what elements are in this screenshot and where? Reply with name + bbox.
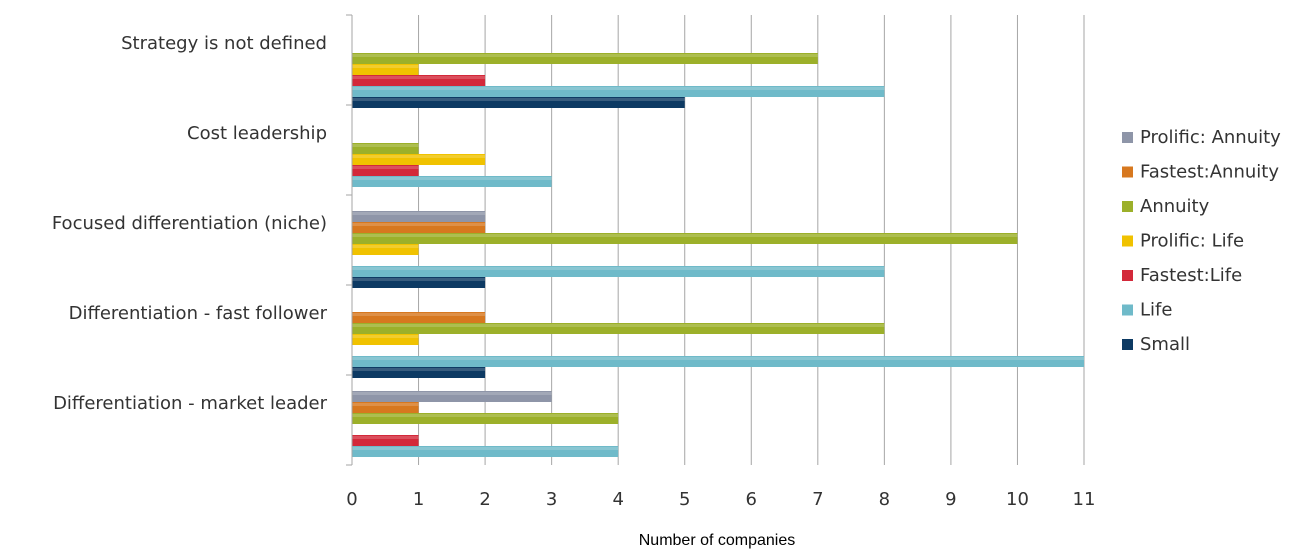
- legend-swatch: [1122, 166, 1133, 178]
- bar-highlight: [352, 324, 885, 327]
- x-tick-label: 4: [612, 489, 623, 510]
- bar-highlight: [352, 414, 619, 417]
- category-label: Cost leadership: [187, 123, 327, 144]
- legend-swatch: [1122, 304, 1133, 316]
- x-tick-label: 5: [679, 489, 690, 510]
- x-tick-label: 2: [479, 489, 490, 510]
- bar: [352, 391, 552, 402]
- bar-highlight: [352, 177, 552, 180]
- bar-highlight: [352, 335, 419, 338]
- bar: [352, 75, 486, 86]
- bar-highlight: [352, 87, 885, 90]
- legend-swatch: [1122, 270, 1133, 281]
- bar: [352, 367, 486, 378]
- legend-swatch: [1122, 339, 1133, 350]
- bar-highlight: [352, 144, 419, 147]
- x-tick-label: 7: [812, 489, 823, 510]
- x-tick-label: 8: [879, 489, 890, 510]
- bar-highlight: [352, 392, 552, 395]
- x-tick-label: 11: [1073, 489, 1096, 510]
- bars: [352, 53, 1084, 457]
- bar: [352, 165, 419, 176]
- bar-highlight: [352, 278, 486, 281]
- category-label: Differentiation - market leader: [53, 393, 328, 414]
- bar: [352, 53, 818, 64]
- axes: [346, 14, 353, 466]
- bar: [352, 143, 419, 154]
- category-label: Focused differentiation (niche): [52, 213, 327, 234]
- bar: [352, 356, 1084, 367]
- bar: [352, 413, 619, 424]
- bar: [352, 435, 419, 446]
- bar-highlight: [352, 65, 419, 68]
- bar-highlight: [352, 313, 486, 316]
- legend: Prolific: Annuity Fastest:Annuity Annuity P…: [1122, 127, 1281, 355]
- bar: [352, 446, 619, 457]
- legend-label: Prolific: Life: [1140, 231, 1244, 252]
- legend-swatch: [1122, 201, 1133, 212]
- bar-highlight: [352, 447, 619, 450]
- bar-highlight: [352, 98, 685, 101]
- bar-highlight: [352, 54, 818, 57]
- bar: [352, 86, 885, 97]
- legend-label: Prolific: Annuity: [1140, 127, 1281, 148]
- bar-highlight: [352, 403, 419, 406]
- legend-label: Fastest:Life: [1140, 265, 1242, 286]
- x-tick-label: 10: [1006, 489, 1029, 510]
- x-axis-title: Number of companies: [639, 532, 796, 549]
- bar: [352, 222, 486, 233]
- bar: [352, 323, 885, 334]
- x-tick-label: 1: [413, 489, 424, 510]
- category-label: Strategy is not defined: [121, 33, 327, 54]
- legend-label: Annuity: [1140, 196, 1210, 217]
- bar: [352, 277, 486, 288]
- bar: [352, 176, 552, 187]
- bar: [352, 266, 885, 277]
- bar-highlight: [352, 212, 486, 215]
- bar-highlight: [352, 223, 486, 226]
- bar: [352, 97, 685, 108]
- bar: [352, 64, 419, 75]
- legend-label: Fastest:Annuity: [1140, 162, 1279, 183]
- bar: [352, 244, 419, 255]
- legend-swatch: [1122, 132, 1133, 143]
- labels: 0 1 2 3 4 5 6 7 8 9 10 11 Strategy is not defined Cos…: [52, 33, 1096, 510]
- bar-highlight: [352, 76, 486, 79]
- category-label: Differentiation - fast follower: [69, 303, 328, 324]
- bar-highlight: [352, 155, 486, 158]
- bar-highlight: [352, 267, 885, 270]
- x-tick-label: 6: [746, 489, 757, 510]
- x-tick-label: 3: [546, 489, 557, 510]
- bar: [352, 233, 1018, 244]
- bar: [352, 334, 419, 345]
- bar: [352, 402, 419, 413]
- bar: [352, 154, 486, 165]
- bar-highlight: [352, 436, 419, 439]
- bar-highlight: [352, 245, 419, 248]
- bar-highlight: [352, 357, 1084, 360]
- bar-highlight: [352, 234, 1018, 237]
- bar: [352, 312, 486, 323]
- x-tick-label: 0: [346, 489, 357, 510]
- legend-swatch: [1122, 235, 1133, 247]
- bar: [352, 211, 486, 222]
- legend-label: Life: [1140, 300, 1172, 321]
- bar-highlight: [352, 166, 419, 169]
- legend-label: Small: [1140, 334, 1190, 355]
- bar-highlight: [352, 368, 486, 371]
- x-tick-label: 9: [945, 489, 956, 510]
